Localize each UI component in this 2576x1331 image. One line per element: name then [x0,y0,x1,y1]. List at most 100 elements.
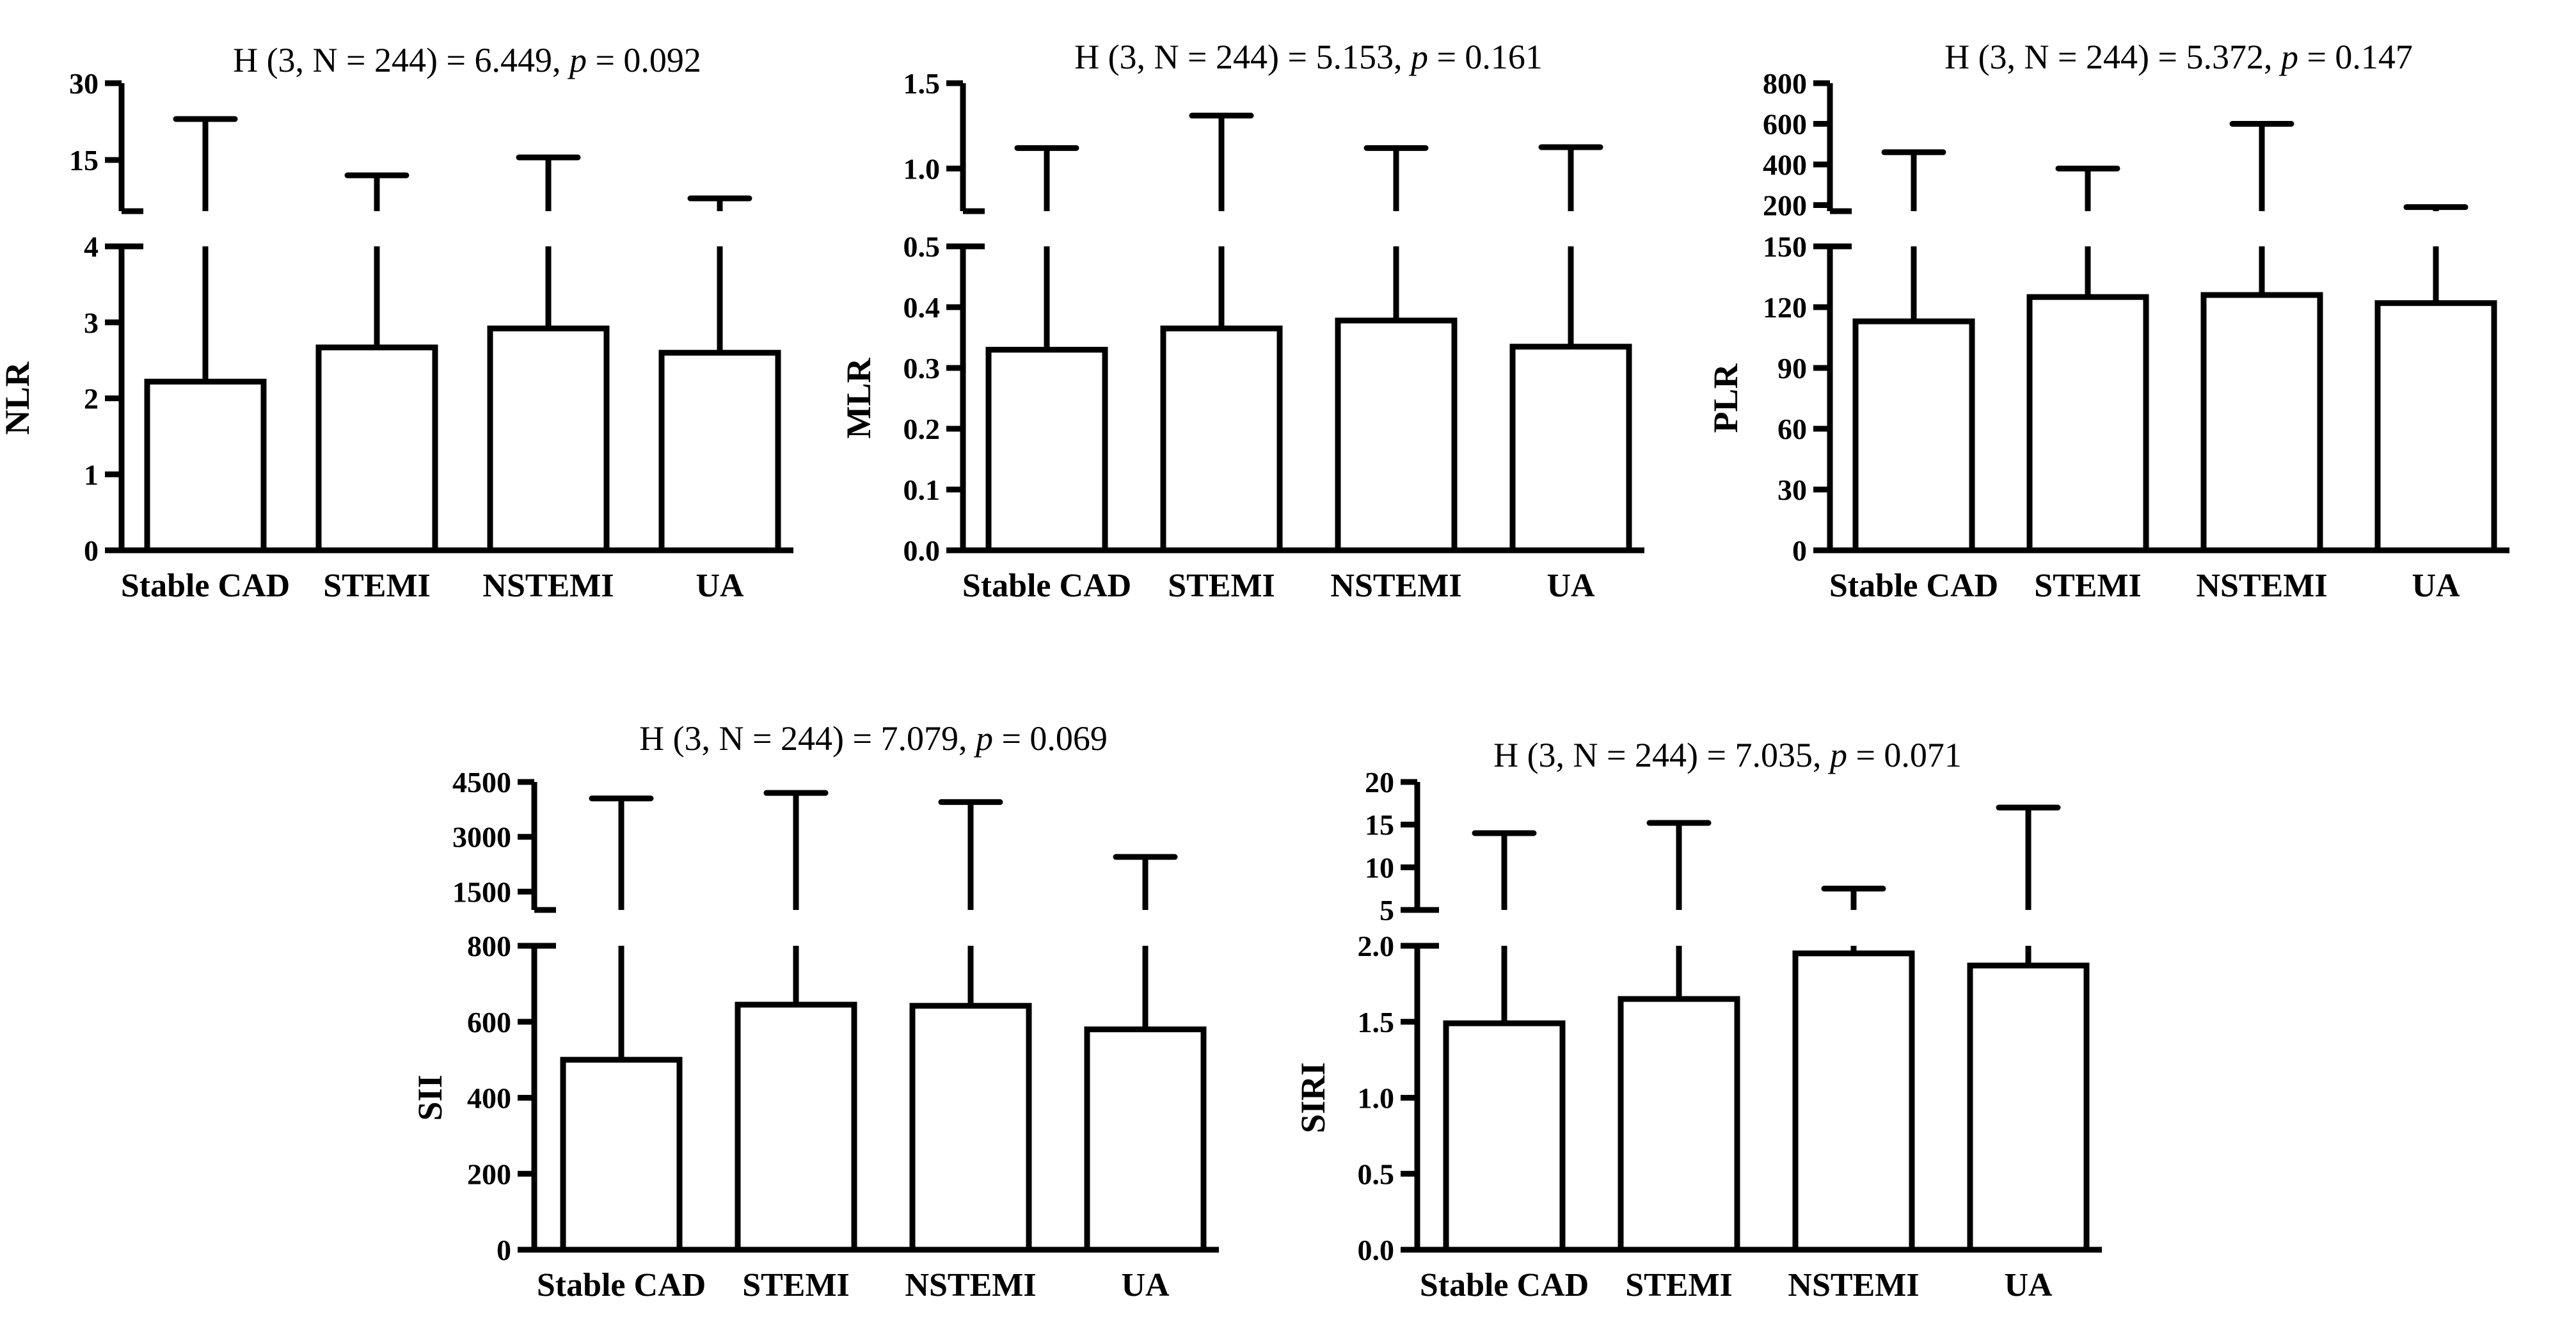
y-tick-label: 4 [84,230,99,263]
chart-title-stat: H (3, N = 244) = 6.449, [233,41,569,79]
y-tick-label: 60 [1777,413,1807,445]
x-tick-label: UA [2412,568,2460,604]
bar [985,347,1108,554]
y-tick-label: 1.5 [903,67,941,100]
bar [1084,1026,1207,1253]
y-tick-label: 15 [1365,809,1394,841]
y-tick-label: 0.4 [903,291,941,324]
chart-title-p: p [1408,38,1428,76]
chart-siri: H (3, N = 244) = 7.035, p = 0.071 SIRI Sta… [1294,736,2102,1303]
y-tick-label: 20 [1365,766,1394,799]
y-tick-label: 600 [1763,108,1807,140]
chart-title: H (3, N = 244) = 6.449, p = 0.092 [233,41,701,79]
chart-title-pvalue: = 0.071 [1847,736,1962,774]
y-tick-label: 1.5 [1358,1006,1395,1039]
bar [2026,294,2149,554]
y-axis-label: PLR [1706,363,1745,433]
y-tick-label: 30 [69,67,99,100]
bar [1335,317,1458,554]
x-tick-label: UA [1546,568,1595,604]
x-tick-label: UA [2004,1267,2053,1303]
x-tick-label: STEMI [742,1267,850,1303]
bar [144,378,267,554]
x-tick-label: Stable CAD [1420,1267,1589,1303]
bar [735,1001,857,1253]
y-tick-label: 0.0 [1358,1234,1395,1266]
y-tick-label: 90 [1777,352,1807,385]
y-tick-label: 3000 [452,821,511,854]
y-tick-label: 200 [467,1158,511,1190]
y-tick-label: 0 [497,1234,511,1266]
y-tick-label: 800 [1763,67,1807,100]
y-tick-label: 10 [1365,851,1394,884]
y-tick-label: 5 [1379,894,1394,927]
bar [1967,962,2090,1253]
bar [658,349,781,554]
y-tick-label: 2 [84,383,99,415]
y-tick-label: 30 [1777,474,1807,506]
chart-title-pvalue: = 0.161 [1428,38,1543,76]
chart-title-stat: H (3, N = 244) = 5.153, [1074,38,1411,76]
bar [1443,1020,1566,1253]
chart-title-p: p [1827,736,1847,774]
y-tick-label: 1.0 [903,152,941,185]
y-tick-label: 0 [84,534,99,567]
chart-title-stat: H (3, N = 244) = 5.372, [1944,38,2281,76]
chart-title-pvalue: = 0.147 [2298,38,2413,76]
y-tick-label: 0.5 [1358,1158,1395,1190]
chart-title-p: p [567,41,587,79]
x-tick-label: STEMI [323,568,431,604]
x-tick-label: UA [1121,1267,1170,1303]
x-tick-label: NSTEMI [905,1267,1036,1303]
y-tick-label: 120 [1763,291,1807,324]
y-tick-label: 15 [69,144,99,177]
bar [2200,292,2323,554]
bar [1160,325,1283,554]
y-tick-label: 0.1 [903,474,941,506]
bar [1792,950,1915,1253]
y-axis-label: MLR [839,358,878,439]
chart-title: H (3, N = 244) = 5.153, p = 0.161 [1074,38,1543,76]
x-tick-label: STEMI [2034,568,2142,604]
bar [1618,996,1740,1253]
y-tick-label: 3 [84,307,99,339]
x-tick-label: Stable CAD [962,568,1131,604]
x-tick-label: UA [696,568,744,604]
y-tick-label: 1 [84,458,99,491]
y-tick-label: 200 [1763,189,1807,221]
y-tick-label: 2.0 [1358,930,1395,962]
bar [1509,344,1632,554]
chart-sii: H (3, N = 244) = 7.079, p = 0.069 SII Stab… [411,719,1219,1303]
chart-nlr: H (3, N = 244) = 6.449, p = 0.092 NLR Stab… [0,41,793,604]
y-tick-label: 0.5 [903,230,941,263]
y-tick-label: 1.0 [1358,1082,1395,1115]
chart-title-stat: H (3, N = 244) = 7.035, [1493,736,1830,774]
bar [909,1003,1032,1253]
x-tick-label: NSTEMI [1788,1267,1919,1303]
y-tick-label: 0.2 [903,413,941,445]
y-axis-label: SIRI [1294,1062,1332,1133]
y-tick-label: 0.3 [903,352,941,385]
chart-mlr: H (3, N = 244) = 5.153, p = 0.161 MLR Stab… [839,38,1644,604]
x-tick-label: Stable CAD [1829,568,1998,604]
bar [315,344,438,554]
x-tick-label: STEMI [1625,1267,1733,1303]
y-tick-label: 4500 [452,766,511,799]
chart-title: H (3, N = 244) = 7.079, p = 0.069 [639,719,1108,758]
chart-title-pvalue: = 0.092 [587,41,701,79]
chart-title-pvalue: = 0.069 [993,719,1108,758]
x-tick-label: NSTEMI [482,568,614,604]
y-tick-label: 150 [1763,230,1807,263]
y-tick-label: 1500 [452,875,511,908]
chart-title-p: p [973,719,993,758]
x-tick-label: NSTEMI [2196,568,2327,604]
bar [487,325,610,554]
bar [560,1056,683,1253]
bar [1852,318,1975,554]
y-tick-label: 0.0 [903,534,941,567]
x-tick-label: Stable CAD [121,568,290,604]
y-tick-label: 400 [1763,148,1807,181]
x-tick-label: Stable CAD [537,1267,706,1303]
y-tick-label: 800 [467,930,511,962]
